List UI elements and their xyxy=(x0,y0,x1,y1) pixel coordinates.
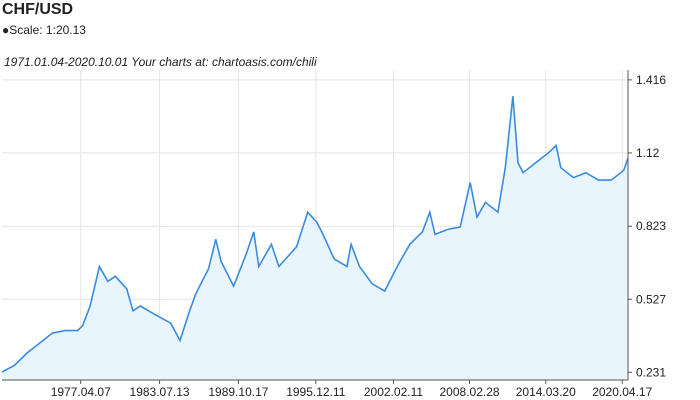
x-tick-label: 2008.02.28 xyxy=(440,385,500,399)
y-tick-label: 0.231 xyxy=(636,365,666,379)
x-tick-label: 1977.04.07 xyxy=(51,385,111,399)
y-tick-label: 1.416 xyxy=(636,73,666,87)
x-tick-label: 1983.07.13 xyxy=(130,385,190,399)
x-tick-label: 1995.12.11 xyxy=(286,385,345,399)
y-tick-label: 0.527 xyxy=(636,292,666,306)
x-tick-label: 2002.02.11 xyxy=(364,385,423,399)
y-tick-label: 0.823 xyxy=(636,219,666,233)
area xyxy=(2,96,628,380)
line xyxy=(1,96,629,373)
scale-label: ●Scale: 1:20.13 xyxy=(2,23,86,37)
axes: 0.231 0.527 0.823 1.12 1.416 1977.04.07 1983.0… xyxy=(2,70,666,399)
x-tick-label: 2014.03.20 xyxy=(516,385,576,399)
chart-subtitle: 1971.01.04-2020.10.01 Your charts at: ch… xyxy=(4,55,317,69)
chart-title: CHF/USD xyxy=(2,1,73,18)
x-tick-label: 1989.10.17 xyxy=(208,385,268,399)
y-tick-label: 1.12 xyxy=(636,146,660,160)
x-tick-label: 2020.04.17 xyxy=(592,385,652,399)
plot xyxy=(1,96,629,380)
